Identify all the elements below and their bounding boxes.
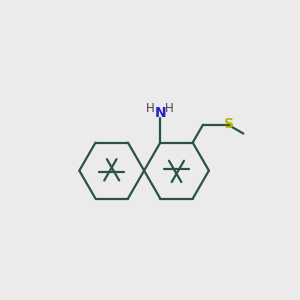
Text: S: S <box>224 117 234 131</box>
Text: H: H <box>146 102 154 115</box>
Text: H: H <box>165 102 174 115</box>
Text: N: N <box>154 106 166 120</box>
